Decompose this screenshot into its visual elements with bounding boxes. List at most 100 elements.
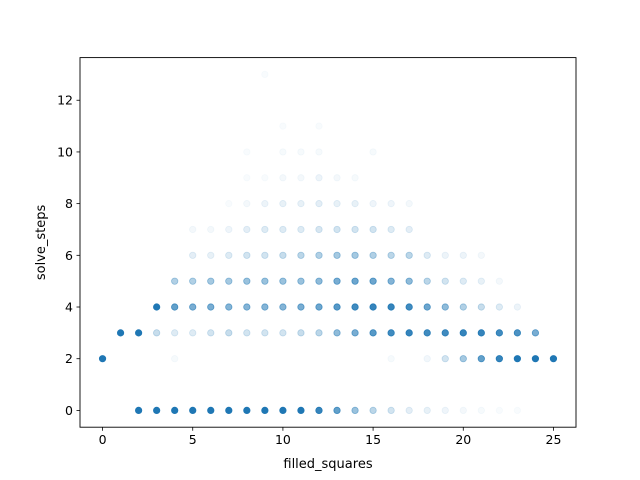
data-point [171,277,179,285]
data-point [189,406,197,414]
data-point [297,200,305,208]
data-point [207,303,215,311]
data-point [225,329,233,337]
y-axis-label: solve_steps [34,204,49,280]
y-tick-label: 12 [57,93,73,108]
data-point [441,329,449,337]
data-point [333,225,341,234]
data-point [423,329,431,337]
data-point [207,251,215,259]
data-point [225,406,233,414]
data-point [262,175,268,181]
data-point [495,329,503,337]
data-point [549,355,558,363]
data-point [369,277,377,285]
data-point [279,406,287,414]
data-point [351,406,359,414]
data-point [171,303,179,311]
data-point [459,303,467,311]
data-point [315,277,323,285]
data-point [297,303,305,311]
data-point [351,200,359,208]
data-point [531,355,540,363]
data-point [459,277,467,285]
y-tick-label: 10 [57,144,73,159]
data-point [153,303,161,311]
data-point [387,225,395,234]
y-tick-label: 8 [65,196,73,211]
data-point [280,123,286,129]
data-point [387,277,395,285]
data-point [333,329,341,337]
data-point [297,225,305,234]
data-point [351,225,359,234]
data-point [333,200,341,208]
data-point [477,277,485,285]
data-point [315,174,323,182]
data-point [459,406,467,414]
data-point [441,355,449,363]
data-point [351,251,359,259]
data-point [477,355,485,363]
data-point [387,329,395,337]
data-point [513,329,521,337]
data-point [262,71,268,77]
data-point [369,303,377,311]
data-point [225,277,233,285]
data-point [316,123,322,129]
x-tick-label: 25 [546,432,562,447]
data-point [207,406,215,414]
data-point [297,277,305,285]
data-point [135,406,143,414]
data-point [171,329,179,337]
data-point [477,303,485,311]
data-point [369,251,377,259]
data-point [153,329,161,337]
data-point [244,175,250,181]
data-point [225,251,233,259]
data-point [459,355,467,363]
data-point [153,406,161,414]
data-point [207,277,215,285]
data-point [441,406,449,414]
data-point [243,277,251,285]
data-point [405,251,413,259]
data-point [477,329,485,337]
y-tick-label: 0 [65,403,73,418]
data-point [405,303,413,311]
data-point [315,406,323,414]
data-point [423,355,431,363]
data-point [279,303,287,311]
data-point [405,200,413,208]
data-point [261,303,269,311]
data-point [513,355,521,363]
data-point [297,174,305,182]
data-point [387,251,395,259]
data-point [189,225,197,234]
data-point [189,329,197,337]
data-point [333,251,341,259]
data-point [225,225,233,234]
x-tick-label: 5 [189,432,197,447]
data-point [423,303,431,311]
x-tick-label: 10 [275,432,291,447]
x-tick-label: 15 [365,432,381,447]
data-point [369,225,377,234]
data-point [405,225,413,234]
data-point [135,329,143,337]
data-point [243,329,251,337]
data-point [243,251,251,259]
data-point [351,174,359,182]
data-point [495,355,503,363]
data-point [226,200,232,206]
points-layer [98,71,558,414]
data-point [243,200,251,208]
data-point [98,355,107,363]
data-point [207,225,215,234]
y-tick-label: 6 [65,248,73,263]
x-axis-ticks: 0 5 10 15 20 25 [99,427,562,447]
data-point [261,200,269,208]
data-point [243,303,251,311]
y-tick-label: 2 [65,351,73,366]
data-point [387,406,395,414]
